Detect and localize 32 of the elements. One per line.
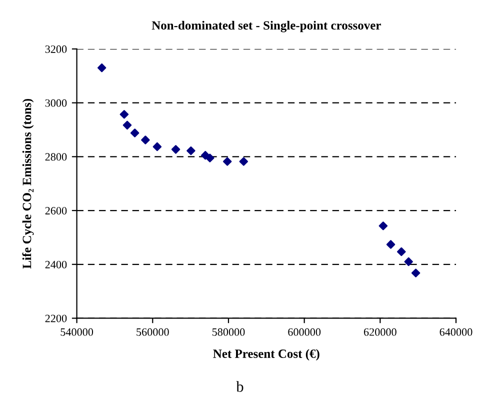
point	[397, 247, 406, 256]
point	[122, 120, 132, 130]
point	[130, 128, 140, 138]
point	[378, 222, 388, 230]
y-axis-title: Life Cycle CO₂ Emissions (tons)	[22, 98, 34, 269]
point	[120, 110, 129, 119]
x-tick-label: 540000	[60, 328, 94, 336]
point	[206, 154, 214, 162]
x-tick-label: 560000	[136, 328, 169, 336]
x-tick-label: 620000	[364, 328, 396, 336]
y-tick-label: 3200	[45, 45, 67, 53]
point	[222, 157, 232, 166]
point	[386, 240, 396, 249]
point	[186, 146, 196, 156]
point	[411, 268, 420, 278]
y-tick-label: 3000	[45, 99, 67, 107]
chart-title: Non-dominated set - Single-point crossover	[152, 20, 381, 32]
text: b	[236, 381, 244, 392]
point	[171, 145, 180, 154]
point	[97, 63, 106, 72]
y-tick-label: 2400	[45, 260, 67, 268]
y-tick-label: 2200	[45, 314, 67, 322]
x-tick-label: 600000	[288, 328, 321, 336]
point	[404, 257, 413, 266]
x-tick-label: 640000	[440, 328, 472, 336]
x-axis-title: Net Present Cost (€)	[213, 349, 320, 360]
point	[152, 142, 162, 152]
x-tick-label: 580000	[212, 328, 245, 336]
point	[141, 136, 150, 144]
y-tick-label: 2800	[45, 153, 67, 161]
point	[239, 157, 248, 166]
y-tick-label: 2600	[45, 206, 67, 214]
